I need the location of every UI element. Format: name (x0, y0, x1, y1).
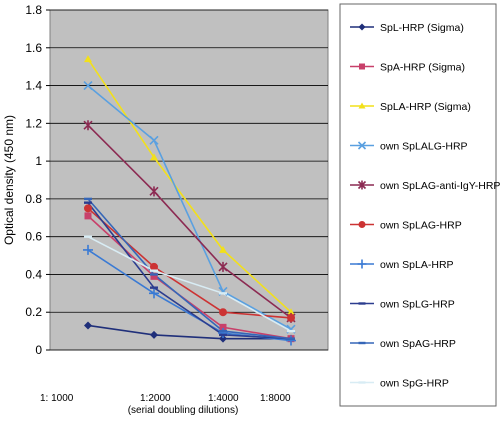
data-point (149, 288, 159, 299)
data-point (150, 153, 158, 161)
data-point (358, 221, 366, 228)
series-markers (83, 55, 296, 346)
series-lines (87, 58, 292, 342)
data-point (83, 244, 93, 255)
data-point (287, 308, 295, 316)
data-point (219, 334, 227, 343)
data-point (358, 102, 366, 109)
y-tick-label: 0 (35, 343, 42, 357)
data-point (149, 186, 159, 197)
data-point (218, 328, 228, 338)
plot-area (49, 9, 329, 351)
x-axis-ticks: 1: 1000 1:2000 1:4000 1:8000 (40, 393, 291, 404)
legend: SpL-HRP (Sigma) SpA-HRP (Sigma) SpLA-HRP (… (350, 22, 500, 390)
data-point (83, 80, 93, 91)
legend-label: own SpLAG-anti-IgY-HRP (380, 180, 500, 192)
data-point (357, 259, 367, 269)
legend-label: SpLA-HRP (Sigma) (380, 101, 471, 113)
x-axis-label: (serial doubling dilutions) (128, 405, 239, 416)
series-line (87, 198, 292, 340)
data-point (84, 204, 92, 213)
legend-label: own SpAG-HRP (380, 338, 456, 350)
data-point (357, 180, 367, 190)
y-tick-label: 1.6 (25, 41, 42, 55)
y-axis-ticks: 0 0.2 0.4 0.6 0.8 1 1.2 1.4 1.6 1.8 (25, 3, 50, 357)
x-tick-label: 1:2000 (140, 393, 171, 404)
series-line (87, 124, 292, 319)
y-tick-label: 0.8 (25, 192, 42, 206)
series-line (87, 84, 292, 330)
y-tick-label: 0.4 (25, 267, 42, 281)
data-point (219, 323, 227, 331)
data-point (218, 261, 228, 272)
x-tick-label: 1: 1000 (40, 393, 74, 404)
data-point (219, 245, 227, 253)
x-tick-label: 1:8000 (260, 393, 291, 404)
data-point (359, 63, 365, 70)
y-tick-label: 1.4 (25, 79, 42, 93)
y-tick-label: 1.8 (25, 3, 42, 17)
series-line (87, 202, 292, 340)
legend-label: own SpLG-HRP (380, 299, 455, 311)
legend-label: own SpLA-HRP (380, 259, 454, 271)
data-point (83, 120, 93, 131)
data-point (84, 321, 92, 330)
series-line (87, 324, 291, 340)
y-tick-label: 0.2 (25, 305, 42, 319)
legend-label: SpA-HRP (Sigma) (380, 62, 465, 74)
series-line (87, 58, 292, 313)
data-point (150, 272, 158, 280)
legend-label: SpL-HRP (Sigma) (380, 22, 464, 34)
y-tick-label: 0.6 (25, 230, 42, 244)
legend-label: own SpG-HRP (380, 378, 449, 390)
data-point (286, 335, 296, 346)
data-point (287, 313, 295, 322)
x-tick-label: 1:4000 (208, 393, 239, 404)
data-point (149, 135, 159, 145)
data-point (357, 141, 367, 150)
data-point (150, 262, 158, 271)
data-point (84, 212, 92, 220)
legend-label: own SpLAG-HRP (380, 220, 462, 232)
data-point (219, 308, 227, 317)
y-axis-label: Optical density (450 nm) (2, 115, 16, 245)
y-tick-label: 1 (35, 154, 42, 168)
y-gridlines (50, 9, 328, 351)
data-point (358, 23, 366, 31)
legend-label: own SpLALG-HRP (380, 141, 468, 153)
legend-box (339, 3, 497, 407)
y-tick-label: 1.2 (25, 116, 42, 130)
data-point (84, 55, 92, 63)
data-point (150, 330, 158, 339)
series-line (87, 235, 292, 332)
